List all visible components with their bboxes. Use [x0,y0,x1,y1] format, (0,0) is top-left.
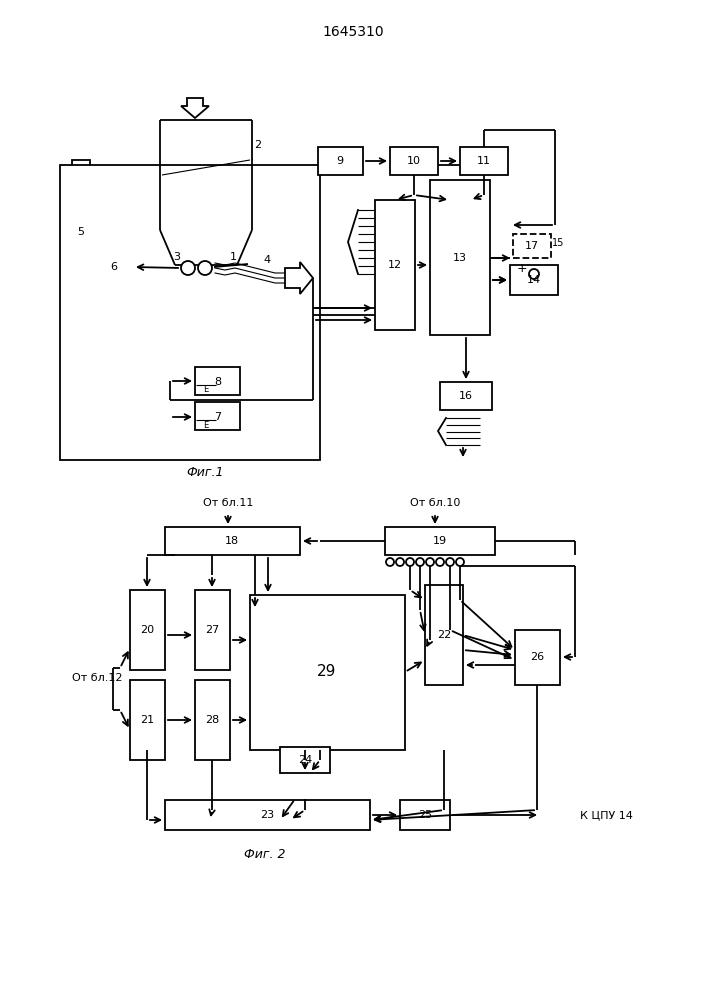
Circle shape [529,269,539,279]
Text: 23: 23 [260,810,274,820]
Bar [130,680,165,760]
Circle shape [426,558,434,566]
Text: К ЦПУ 14: К ЦПУ 14 [580,810,633,820]
Text: 18: 18 [225,536,239,546]
Text: 27: 27 [205,625,219,635]
Bar [165,527,300,555]
Bar [165,800,370,830]
Text: 20: 20 [140,625,154,635]
Bar [60,165,320,460]
Text: 28: 28 [205,715,219,725]
Circle shape [456,558,464,566]
Text: 11: 11 [477,156,491,166]
Bar [248,245,286,275]
Text: 19: 19 [433,536,447,546]
Text: +: + [517,261,527,274]
Text: От бл.10: От бл.10 [410,498,460,508]
Text: 21: 21 [140,715,154,725]
Bar [390,147,438,175]
Text: 17: 17 [525,241,539,251]
Text: 29: 29 [317,664,337,680]
Text: 13: 13 [453,253,467,263]
Polygon shape [162,175,250,263]
Text: 9: 9 [337,156,344,166]
Text: 2: 2 [255,140,262,150]
Bar [430,180,490,335]
Text: От бл.11: От бл.11 [203,498,253,508]
Text: 12: 12 [388,260,402,270]
Text: E: E [204,385,209,394]
Text: 22: 22 [437,630,451,640]
Text: 4: 4 [264,255,271,265]
Text: 3: 3 [173,252,180,262]
Bar [510,265,558,295]
Circle shape [436,558,444,566]
Text: 15: 15 [551,238,564,248]
Text: 7: 7 [214,412,221,422]
Polygon shape [181,98,209,118]
Text: E: E [204,420,209,430]
Bar [130,590,165,670]
Text: 24: 24 [298,755,312,765]
Text: 1: 1 [230,252,237,262]
Bar [195,680,230,760]
Circle shape [396,558,404,566]
Text: От бл.12: От бл.12 [71,673,122,683]
Circle shape [198,261,212,275]
Text: Фиг. 2: Фиг. 2 [244,848,286,861]
Text: Фиг.1: Фиг.1 [186,466,223,479]
Circle shape [416,558,424,566]
Text: 16: 16 [459,391,473,401]
Text: 14: 14 [527,275,541,285]
Bar [425,585,463,685]
Circle shape [181,261,195,275]
Text: 8: 8 [214,377,221,387]
Text: 1645310: 1645310 [322,25,384,39]
Bar [95,252,133,282]
Polygon shape [285,262,313,294]
Bar [195,367,240,395]
Text: 25: 25 [418,810,432,820]
Bar [195,402,240,430]
Bar [400,800,450,830]
Bar [195,590,230,670]
Circle shape [386,558,394,566]
Circle shape [446,558,454,566]
Bar [280,747,330,773]
Circle shape [406,558,414,566]
Bar [72,160,90,305]
Text: 5: 5 [78,227,85,237]
Text: 26: 26 [530,652,544,662]
Bar [318,147,363,175]
Text: 6: 6 [110,262,117,272]
Bar [375,200,415,330]
Bar [385,527,495,555]
Bar [513,234,551,258]
Bar [515,630,560,685]
Bar [460,147,508,175]
Text: 10: 10 [407,156,421,166]
Bar [250,595,405,750]
Bar [440,382,492,410]
